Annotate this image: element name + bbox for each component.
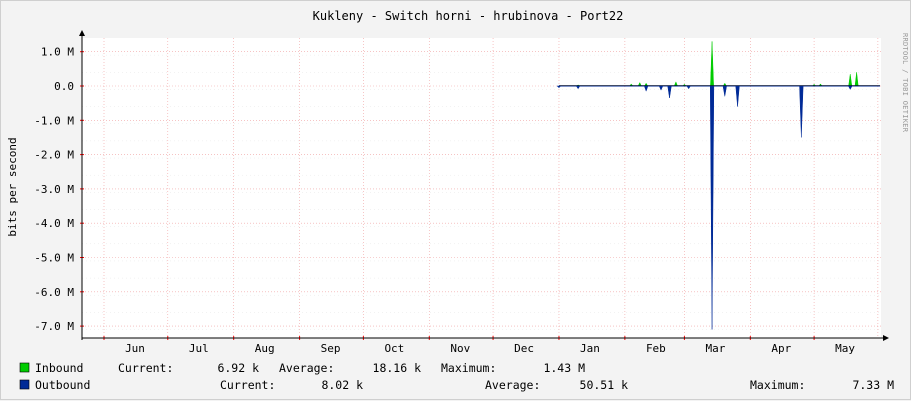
outbound-swatch: [19, 379, 30, 390]
outbound-average-label: Average:: [485, 378, 540, 392]
legend: Inbound Current: 6.92 k Average: 18.16 k…: [19, 361, 894, 392]
x-tick-label: Jul: [189, 342, 209, 355]
outbound-current: 8.02 k: [321, 378, 363, 392]
axes: [79, 30, 889, 341]
tick-labels: 1.0 M 0.0 -1.0 M -2.0 M -3.0 M -4.0 M -5.0 M -6…: [34, 46, 855, 355]
inbound-current-label: Current:: [118, 361, 173, 375]
y-tick-label: -5.0 M: [34, 252, 74, 265]
x-tick-label: Apr: [771, 342, 791, 355]
y-tick-label: -2.0 M: [34, 149, 74, 162]
inbound-maximum-label: Maximum:: [441, 361, 496, 375]
y-axis-arrow: [79, 30, 85, 36]
outbound-average: 50.51 k: [580, 378, 629, 392]
x-tick-label: Aug: [255, 342, 275, 355]
inbound-average-label: Average:: [279, 361, 334, 375]
outbound-maximum: 7.33 M: [852, 378, 894, 392]
x-tick-label: Mar: [705, 342, 725, 355]
x-tick-label: Sep: [321, 342, 341, 355]
y-axis-label: bits per second: [6, 137, 19, 236]
y-tick-label: -3.0 M: [34, 183, 74, 196]
x-tick-label: Jun: [125, 342, 145, 355]
x-tick-label: May: [835, 342, 855, 355]
plot-area: [82, 38, 881, 338]
x-tick-label: Oct: [384, 342, 404, 355]
grid-lines: [82, 38, 881, 338]
x-tick-label: Nov: [450, 342, 470, 355]
outbound-name: Outbound: [35, 378, 90, 392]
x-axis-arrow: [883, 335, 889, 341]
outbound-current-label: Current:: [220, 378, 275, 392]
data-marks: [556, 41, 880, 330]
x-tick-label: Dec: [514, 342, 534, 355]
y-tick-label: -6.0 M: [34, 286, 74, 299]
inbound-swatch: [19, 362, 30, 373]
y-tick-label: 0.0: [54, 80, 74, 93]
x-tick-label: Feb: [646, 342, 666, 355]
y-tick-label: -7.0 M: [34, 320, 74, 333]
outbound-maximum-label: Maximum:: [750, 378, 805, 392]
inbound-average: 18.16 k: [373, 361, 422, 375]
y-tick-label: -1.0 M: [34, 114, 74, 127]
y-tick-label: 1.0 M: [41, 46, 74, 59]
chart-title: Kukleny - Switch horni - hrubinova - Por…: [313, 9, 624, 23]
inbound-maximum: 1.43 M: [543, 361, 585, 375]
inbound-current: 6.92 k: [217, 361, 259, 375]
y-tick-label: -4.0 M: [34, 217, 74, 230]
rrdtool-watermark: RRDTOOL / TOBI OETIKER: [901, 33, 909, 133]
inbound-name: Inbound: [35, 361, 83, 375]
x-tick-label: Jan: [580, 342, 600, 355]
